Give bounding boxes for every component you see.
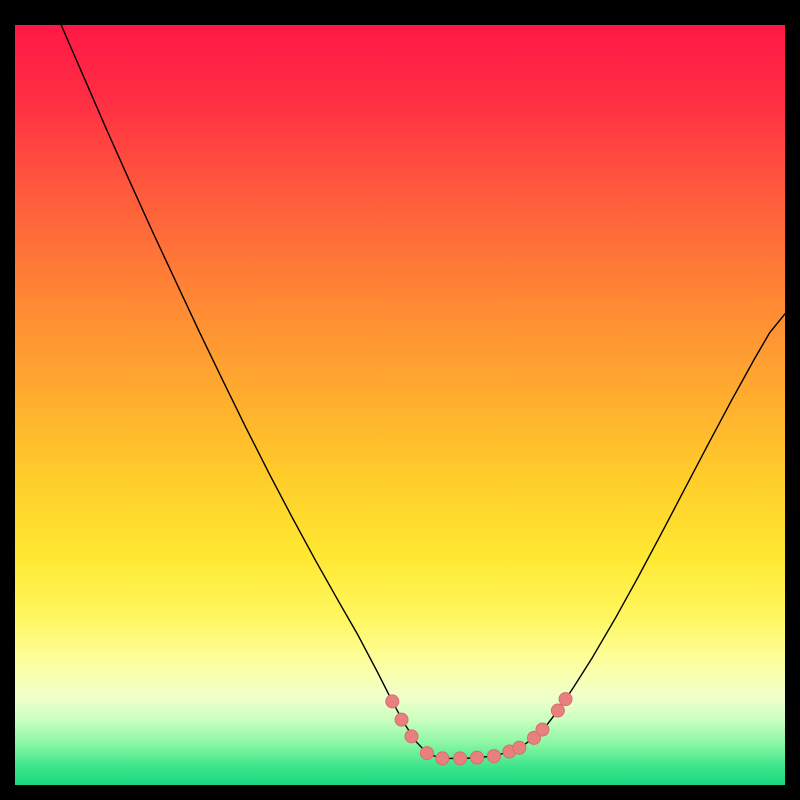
frame-border bbox=[0, 0, 15, 800]
marker-point bbox=[551, 704, 564, 717]
plot-background bbox=[15, 25, 785, 785]
marker-point bbox=[471, 751, 484, 764]
marker-point bbox=[420, 747, 433, 760]
frame-border bbox=[0, 0, 800, 25]
marker-point bbox=[487, 750, 500, 763]
frame-border bbox=[785, 0, 800, 800]
marker-point bbox=[436, 752, 449, 765]
frame-border bbox=[0, 785, 800, 800]
marker-point bbox=[536, 723, 549, 736]
chart-frame: TheBottleneck.com bbox=[0, 0, 800, 800]
marker-point bbox=[386, 695, 399, 708]
marker-point bbox=[454, 752, 467, 765]
marker-point bbox=[405, 730, 418, 743]
bottleneck-chart bbox=[0, 0, 800, 800]
marker-point bbox=[513, 741, 526, 754]
marker-point bbox=[395, 713, 408, 726]
marker-point bbox=[559, 693, 572, 706]
